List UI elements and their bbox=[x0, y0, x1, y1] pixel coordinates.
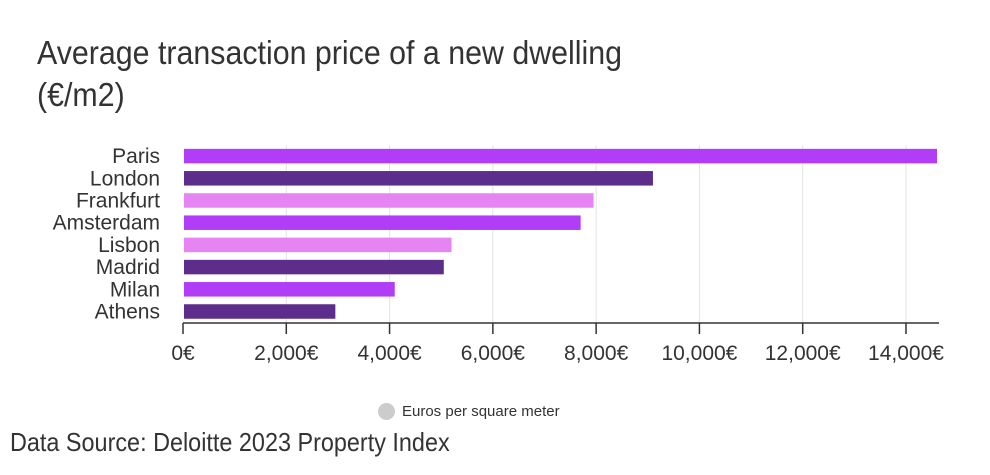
x-tick-label: 12,000€ bbox=[765, 342, 841, 365]
category-label: Amsterdam bbox=[53, 212, 160, 235]
legend: Euros per square meter bbox=[378, 403, 560, 420]
category-label: London bbox=[90, 167, 160, 190]
x-axis: 0€ 2,000€ 4,000€ 6,000€ 8,000€ 10,000€ 12,000€… bbox=[171, 322, 944, 365]
bar-london[interactable] bbox=[184, 171, 653, 186]
x-tick-label: 4,000€ bbox=[357, 342, 422, 365]
chart-title-line-1: Average transaction price of a new dwell… bbox=[37, 34, 623, 71]
x-tick-label: 6,000€ bbox=[461, 342, 526, 365]
category-label: Milan bbox=[110, 278, 160, 301]
x-tick-label: 2,000€ bbox=[254, 342, 319, 365]
bar-milan[interactable] bbox=[184, 282, 395, 297]
category-label: Madrid bbox=[96, 256, 160, 279]
x-tick-label: 10,000€ bbox=[661, 342, 737, 365]
bar-paris[interactable] bbox=[184, 148, 937, 164]
category-label: Paris bbox=[112, 145, 160, 168]
bars bbox=[184, 148, 937, 319]
bar-athens[interactable] bbox=[184, 304, 336, 319]
bar-madrid[interactable] bbox=[184, 259, 444, 275]
x-tick-label: 0€ bbox=[171, 342, 195, 365]
x-tick-label: 14,000€ bbox=[868, 342, 944, 365]
chart-title: Average transaction price of a new dwell… bbox=[37, 32, 736, 116]
x-tick-label: 8,000€ bbox=[564, 342, 629, 365]
legend-label: Euros per square meter bbox=[402, 403, 560, 420]
bar-lisbon[interactable] bbox=[184, 237, 452, 253]
legend-swatch-icon bbox=[378, 403, 395, 420]
category-label: Athens bbox=[95, 301, 160, 324]
bar-frankfurt[interactable] bbox=[184, 193, 594, 208]
chart-title-line-2: (€/m2) bbox=[37, 76, 125, 113]
bar-amsterdam[interactable] bbox=[184, 215, 581, 230]
category-label: Frankfurt bbox=[76, 190, 160, 213]
category-label: Lisbon bbox=[98, 234, 160, 257]
category-labels: ParisLondonFrankfurtAmsterdamLisbonMadri… bbox=[53, 145, 161, 323]
data-source-note: Data Source: Deloitte 2023 Property Inde… bbox=[10, 427, 450, 457]
